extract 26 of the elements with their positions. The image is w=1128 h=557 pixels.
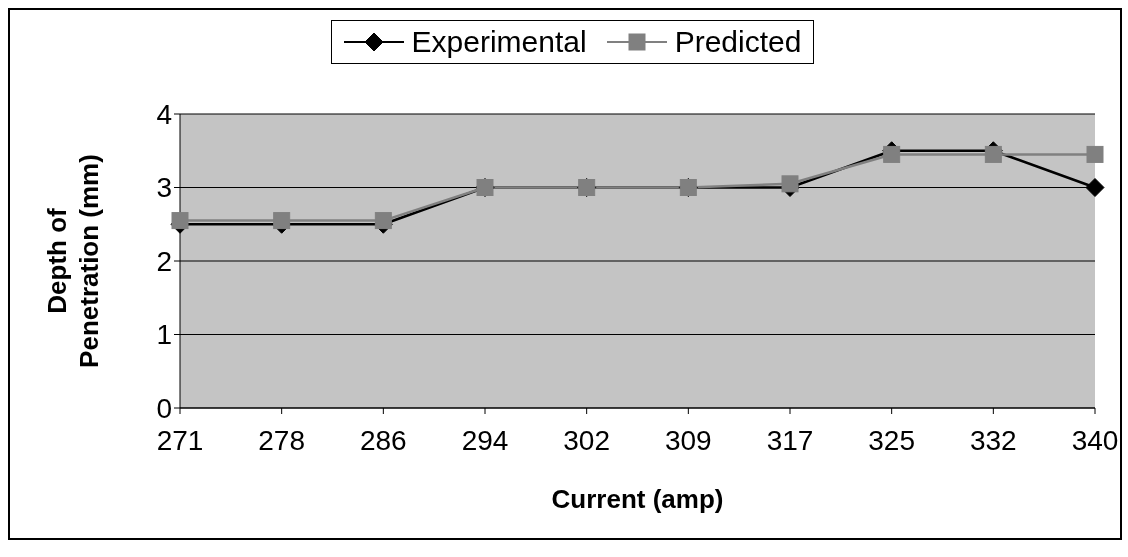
y-axis-title: Depth of Penetration (mm) bbox=[42, 154, 104, 368]
x-tick-label: 340 bbox=[1071, 424, 1119, 456]
point bbox=[273, 212, 291, 230]
x-tick-label: 286 bbox=[359, 424, 407, 456]
x-tick-label: 271 bbox=[156, 424, 204, 456]
point bbox=[1086, 145, 1104, 163]
point bbox=[374, 212, 392, 230]
x-tick-label: 325 bbox=[868, 424, 916, 456]
legend-label: Experimental bbox=[411, 25, 587, 59]
x-tick-label: 302 bbox=[563, 424, 611, 456]
y-tick-label: 2 bbox=[156, 245, 172, 277]
y-tick-label: 4 bbox=[156, 98, 172, 130]
point bbox=[781, 175, 799, 193]
x-tick-label: 317 bbox=[766, 424, 814, 456]
x-axis-title: Current (amp) bbox=[551, 484, 724, 514]
x-tick-label: 332 bbox=[969, 424, 1017, 456]
x-tick-label: 294 bbox=[461, 424, 509, 456]
x-tick-label: 309 bbox=[664, 424, 712, 456]
y-tick-label: 1 bbox=[156, 319, 172, 351]
point bbox=[1085, 178, 1105, 197]
point bbox=[883, 145, 901, 163]
x-tick-label: 278 bbox=[258, 424, 306, 456]
legend-label: Predicted bbox=[674, 25, 802, 59]
y-tick-label: 0 bbox=[156, 392, 172, 424]
point bbox=[171, 212, 189, 230]
y-tick-label: 3 bbox=[156, 172, 172, 204]
